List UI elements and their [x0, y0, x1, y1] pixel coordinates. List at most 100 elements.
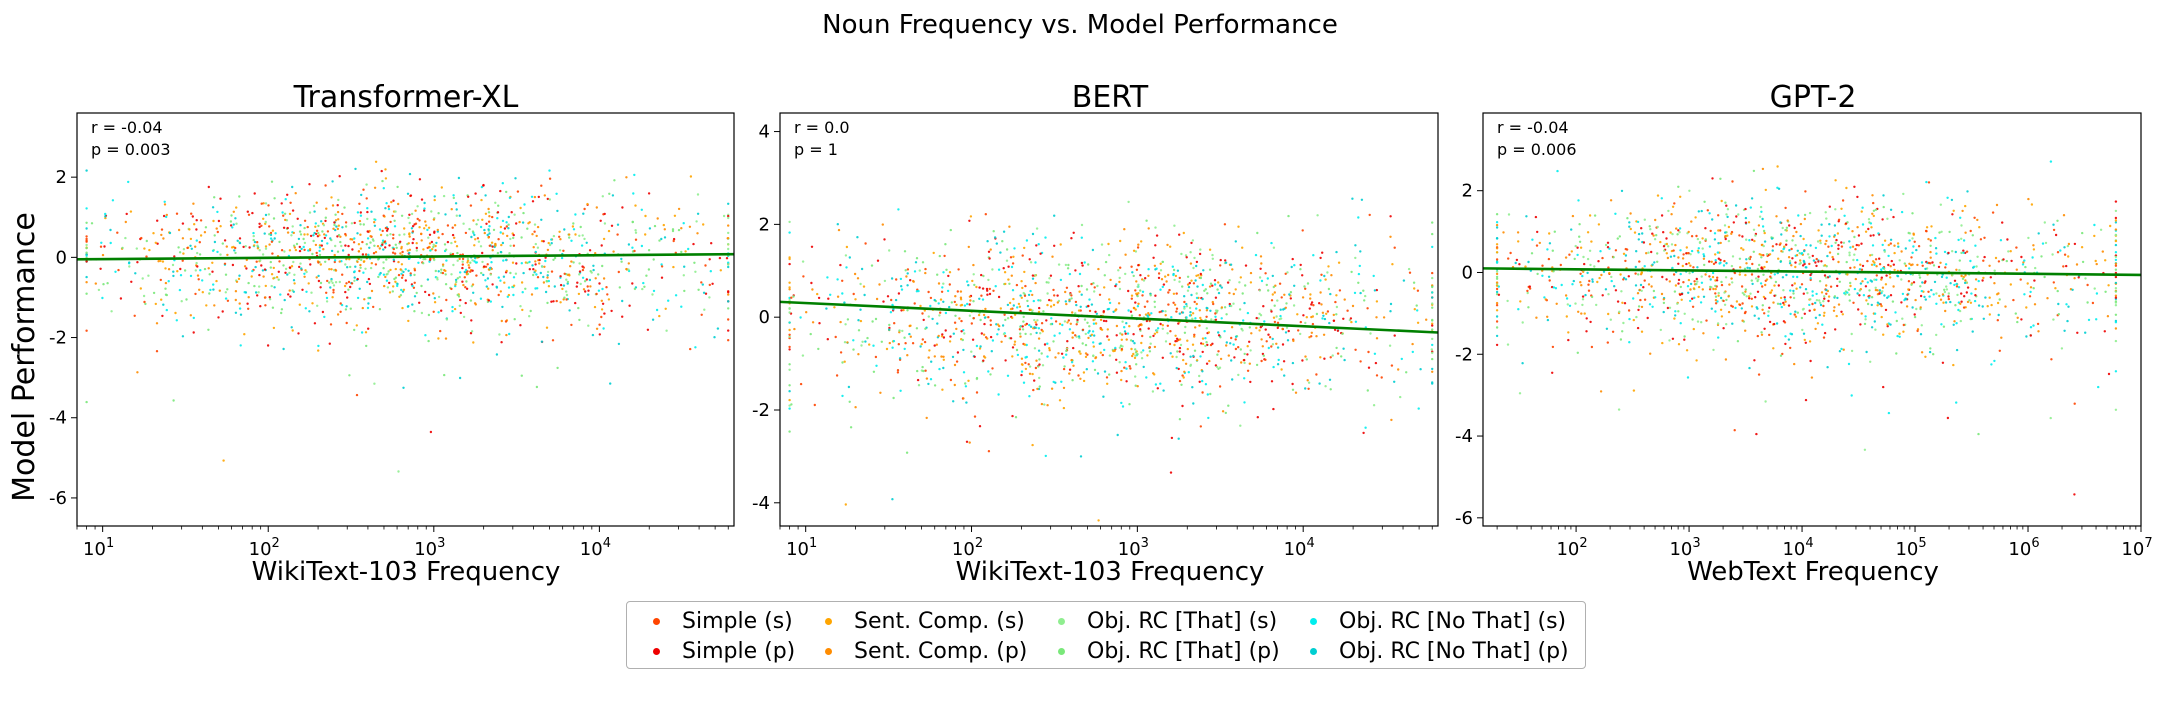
data-point	[1802, 307, 1805, 311]
data-point	[1667, 245, 1670, 248]
data-point	[1875, 265, 1878, 268]
data-point	[427, 226, 431, 229]
data-point	[874, 355, 878, 359]
data-point	[984, 307, 987, 311]
data-point	[693, 261, 696, 264]
data-point	[1717, 242, 1720, 245]
data-point	[401, 290, 405, 293]
data-point	[1753, 239, 1756, 243]
data-point	[379, 233, 383, 237]
data-point	[1750, 305, 1754, 308]
data-point	[1090, 303, 1094, 306]
data-point	[860, 267, 864, 271]
data-point	[374, 263, 378, 266]
data-point	[451, 310, 454, 313]
data-point	[788, 333, 791, 336]
x-tick-label: 106	[2008, 536, 2039, 560]
data-point	[298, 230, 302, 233]
data-point	[1080, 284, 1083, 288]
data-point	[264, 202, 268, 205]
data-point	[1198, 324, 1201, 327]
data-point	[1762, 273, 1765, 276]
data-point	[344, 232, 347, 236]
data-point	[1304, 287, 1307, 290]
data-point	[2066, 244, 2070, 248]
data-point	[556, 209, 559, 213]
data-point	[948, 305, 951, 309]
data-point	[1193, 333, 1196, 336]
data-point	[1819, 239, 1822, 242]
data-point	[1327, 265, 1330, 268]
data-point	[1720, 199, 1723, 203]
data-point	[1118, 280, 1121, 284]
data-point	[1242, 319, 1245, 322]
data-point	[1871, 244, 1875, 247]
data-point	[500, 243, 503, 247]
data-point	[1665, 252, 1669, 255]
data-point	[339, 240, 342, 244]
data-point	[1931, 261, 1934, 264]
data-point	[1962, 251, 1965, 254]
data-point	[1969, 317, 1972, 321]
data-point	[264, 222, 267, 225]
data-point	[1866, 281, 1870, 284]
data-point	[1086, 321, 1089, 324]
data-point	[458, 275, 461, 279]
data-point	[1087, 331, 1090, 334]
data-point	[918, 269, 921, 272]
data-point	[244, 291, 248, 294]
data-point	[1863, 448, 1867, 451]
data-point	[1895, 352, 1898, 355]
data-point	[1911, 306, 1914, 309]
data-point	[878, 283, 881, 286]
data-point	[1035, 331, 1038, 335]
data-point	[1015, 283, 1019, 287]
data-point	[520, 281, 524, 284]
data-point	[987, 370, 990, 373]
data-point	[592, 264, 595, 267]
data-point	[1020, 370, 1024, 373]
data-point	[1809, 277, 1812, 280]
data-point	[919, 304, 922, 308]
data-point	[2114, 294, 2118, 297]
data-point	[343, 284, 347, 288]
data-point	[431, 248, 434, 251]
data-point	[1062, 367, 1066, 371]
data-point	[627, 262, 630, 265]
data-point	[872, 370, 876, 373]
data-point	[252, 231, 255, 235]
data-point	[1350, 270, 1353, 274]
data-point	[1390, 418, 1393, 422]
data-point	[968, 219, 971, 222]
data-point	[1186, 339, 1189, 342]
data-point	[1037, 299, 1040, 302]
data-point	[269, 266, 272, 269]
data-point	[1019, 325, 1022, 328]
data-point	[528, 260, 531, 264]
data-point	[519, 206, 522, 210]
data-point	[2086, 301, 2089, 304]
data-point	[347, 280, 351, 284]
data-point	[1697, 295, 1700, 298]
data-point	[199, 269, 202, 272]
data-point	[461, 260, 464, 263]
data-point	[1495, 343, 1499, 347]
data-point	[2054, 287, 2057, 290]
data-point	[1053, 214, 1056, 217]
data-point	[1226, 281, 1230, 284]
data-point	[1071, 379, 1074, 382]
data-point	[2114, 264, 2118, 267]
data-point	[1677, 229, 1680, 232]
data-point	[1671, 266, 1674, 270]
data-point	[218, 289, 221, 292]
data-point	[454, 278, 458, 282]
data-point	[393, 225, 397, 228]
data-point	[268, 243, 271, 246]
data-point	[1389, 310, 1392, 313]
data-point	[1975, 265, 1978, 268]
data-point	[104, 216, 107, 220]
y-tick-label: -4	[49, 408, 67, 429]
data-point	[272, 277, 275, 280]
data-point	[1375, 374, 1379, 377]
data-point	[185, 298, 188, 301]
